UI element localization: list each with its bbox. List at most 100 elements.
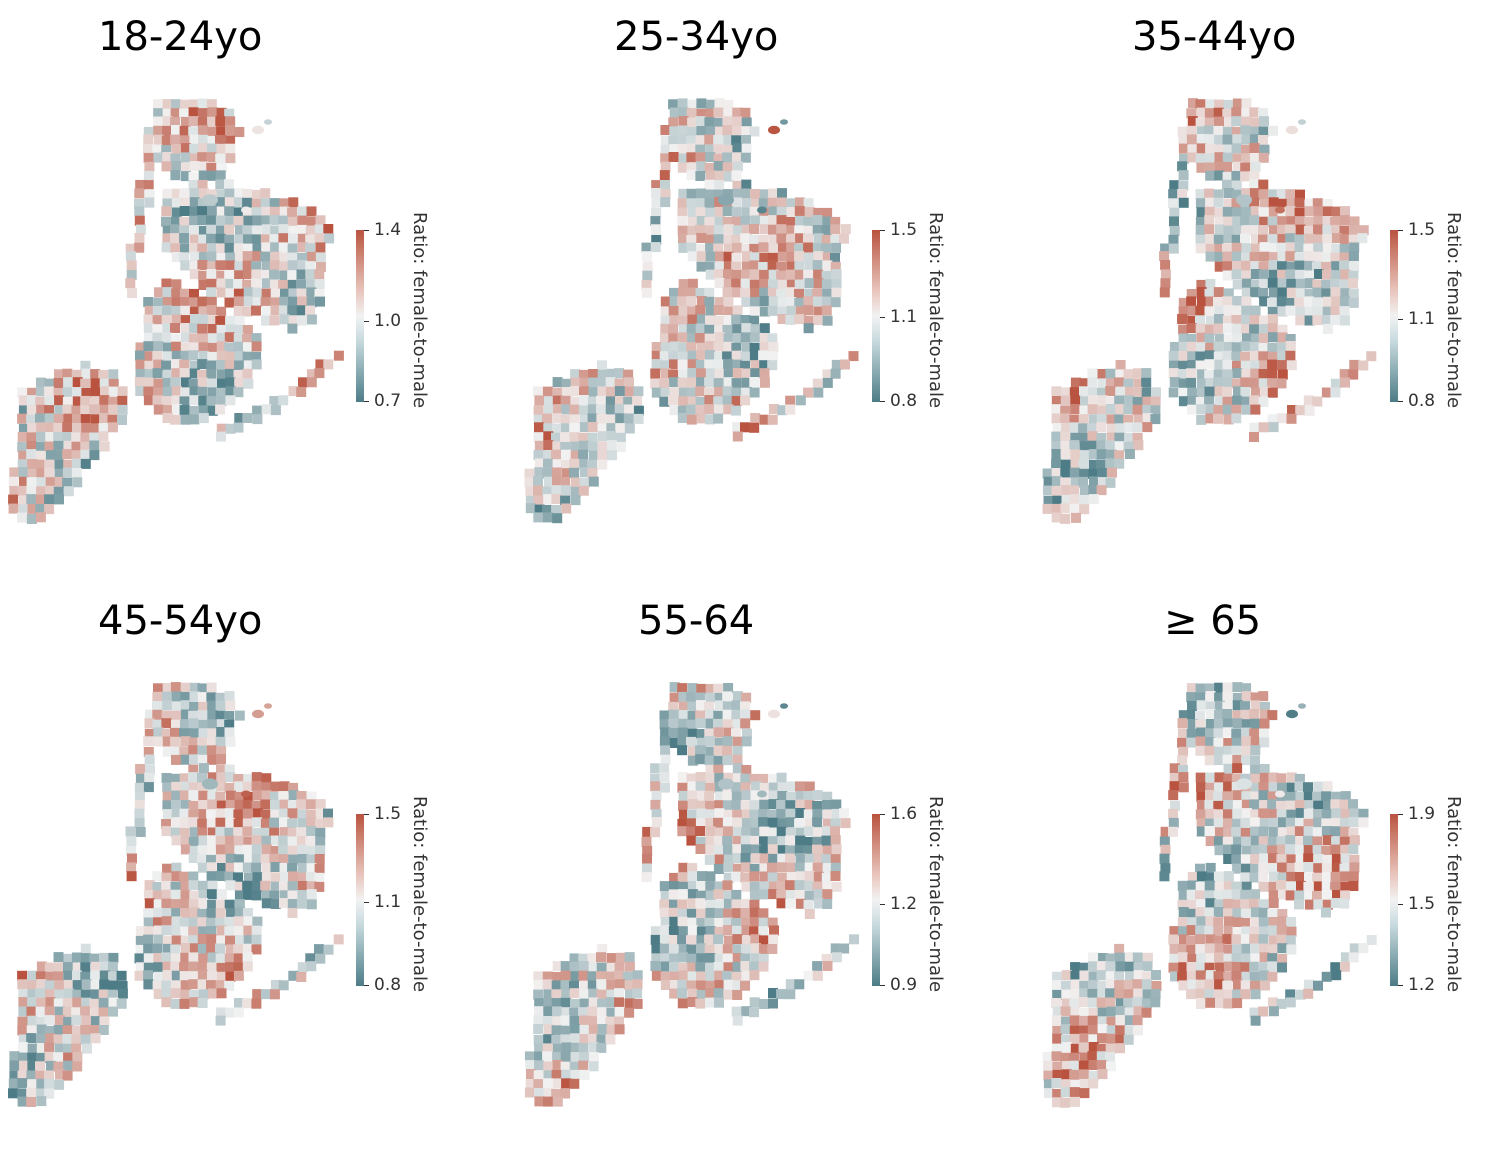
census-tract xyxy=(99,441,110,452)
census-tract xyxy=(750,368,761,379)
census-tract xyxy=(1339,234,1350,245)
census-tract xyxy=(189,943,200,954)
census-tract xyxy=(776,233,787,244)
census-tract xyxy=(134,800,145,810)
census-tract xyxy=(1078,458,1089,469)
census-tract xyxy=(1277,872,1288,883)
census-tract xyxy=(1294,260,1305,271)
census-tract xyxy=(45,971,56,982)
census-tract xyxy=(1160,278,1171,289)
census-tract xyxy=(677,826,688,837)
census-tract xyxy=(171,754,181,765)
census-tract xyxy=(144,754,155,765)
census-tract xyxy=(251,198,262,209)
census-tract xyxy=(1276,296,1287,307)
census-tract xyxy=(1250,117,1261,128)
census-tract xyxy=(813,853,824,864)
census-tract xyxy=(1214,755,1224,766)
census-tract xyxy=(1124,422,1135,433)
census-tract xyxy=(1177,917,1188,927)
census-tract xyxy=(1214,890,1225,901)
census-tract xyxy=(207,728,218,739)
census-tract xyxy=(705,962,716,973)
census-tract xyxy=(280,890,290,901)
census-tract xyxy=(650,242,661,253)
census-tract xyxy=(1232,808,1243,819)
census-tract xyxy=(1213,351,1224,362)
census-tract xyxy=(804,890,815,901)
census-tract xyxy=(198,170,209,181)
census-tract xyxy=(233,827,244,838)
census-tract xyxy=(107,961,118,972)
census-tract xyxy=(542,486,553,497)
census-tract xyxy=(198,790,209,801)
census-tract xyxy=(198,395,209,406)
census-tract xyxy=(723,854,734,865)
census-tract xyxy=(162,970,173,981)
census-tract xyxy=(722,162,733,173)
census-tract xyxy=(794,261,805,272)
census-tract xyxy=(297,844,308,855)
census-tract xyxy=(614,997,625,1008)
census-tract xyxy=(26,404,37,415)
census-tract xyxy=(82,1043,92,1054)
census-tract xyxy=(225,700,236,711)
census-tract xyxy=(1258,189,1269,200)
census-tract xyxy=(569,980,579,991)
census-tract xyxy=(1168,189,1179,200)
census-tract xyxy=(1205,234,1215,244)
census-tract xyxy=(723,333,734,344)
census-tract xyxy=(1169,342,1180,352)
census-tract xyxy=(1358,943,1369,954)
census-tract xyxy=(714,908,725,919)
census-tract xyxy=(1097,387,1107,398)
census-tract xyxy=(206,943,217,954)
census-tract xyxy=(216,423,227,434)
census-tract xyxy=(1250,404,1261,415)
census-tract xyxy=(216,387,227,398)
census-tract xyxy=(714,800,725,811)
census-tract xyxy=(552,1006,563,1017)
census-tract xyxy=(777,405,788,416)
census-tract xyxy=(233,387,244,398)
census-tract xyxy=(1231,342,1242,353)
census-tract xyxy=(1277,324,1288,335)
census-tract xyxy=(251,853,262,864)
census-tract xyxy=(27,1060,38,1071)
census-tract xyxy=(1321,809,1332,820)
census-tract xyxy=(722,216,733,227)
census-tract xyxy=(1340,853,1351,864)
census-tract xyxy=(1061,989,1072,1000)
census-tract xyxy=(180,323,191,333)
census-tract xyxy=(26,514,37,524)
census-tract xyxy=(1277,916,1288,927)
census-tract xyxy=(81,422,92,433)
census-tract xyxy=(624,980,635,991)
census-tract xyxy=(143,297,154,307)
census-tract xyxy=(1250,835,1261,846)
census-tract xyxy=(542,1016,553,1026)
census-tract xyxy=(759,368,770,379)
census-tract xyxy=(1043,496,1054,506)
census-tract xyxy=(1123,414,1134,425)
census-tract xyxy=(1096,485,1107,496)
census-tract xyxy=(288,970,299,981)
census-tract xyxy=(534,1096,545,1107)
census-tract xyxy=(234,188,245,199)
census-tract xyxy=(314,944,324,955)
census-tract xyxy=(705,953,716,963)
census-tract xyxy=(732,817,742,828)
census-tract xyxy=(669,377,680,388)
census-tract xyxy=(695,962,706,973)
census-tract xyxy=(677,979,688,990)
census-tract xyxy=(1349,854,1360,865)
census-tract xyxy=(216,271,227,281)
census-tract xyxy=(197,908,208,919)
census-tract xyxy=(695,405,706,415)
census-tract xyxy=(696,918,707,928)
census-tract xyxy=(552,1016,563,1027)
census-tract xyxy=(804,781,815,792)
census-tract xyxy=(1168,387,1179,398)
census-tract xyxy=(715,126,725,137)
census-tract xyxy=(1321,826,1332,836)
